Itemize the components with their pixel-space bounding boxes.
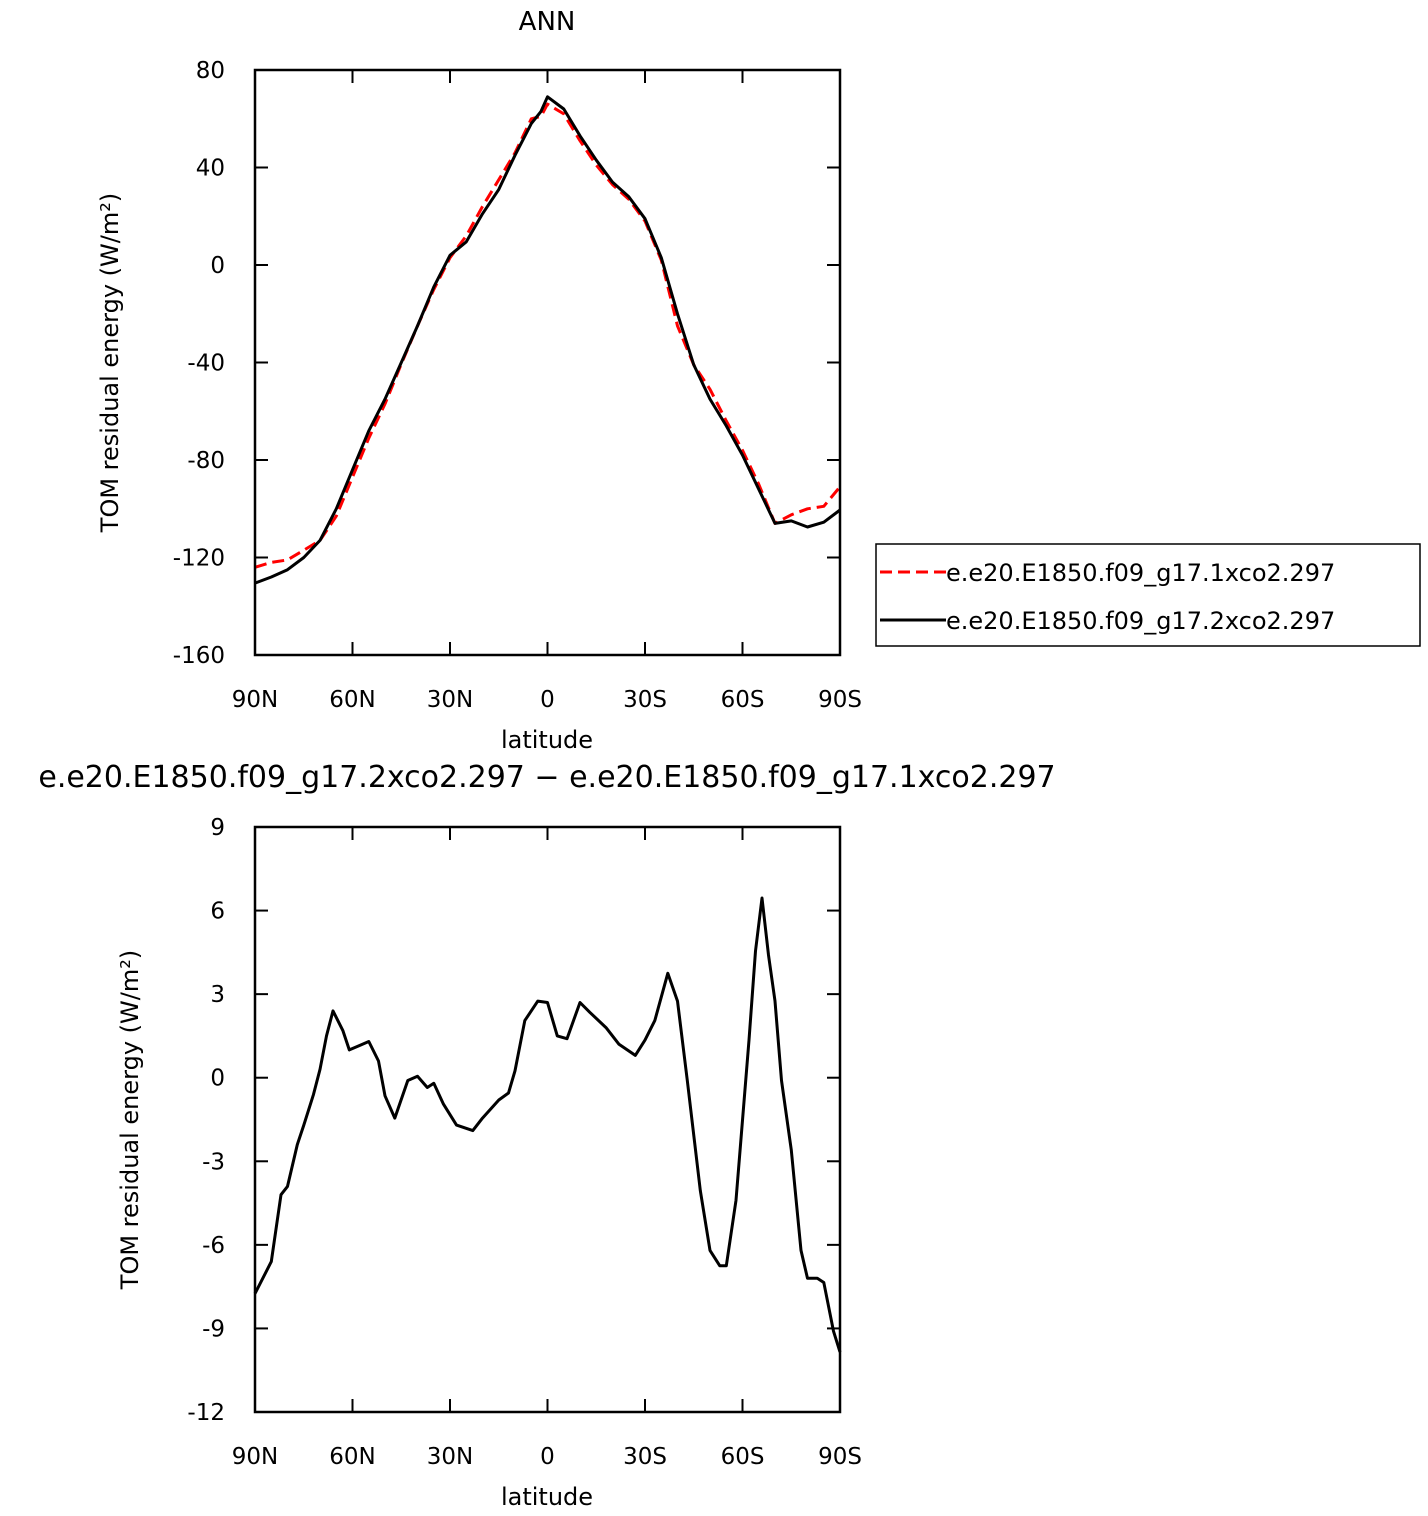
y-tick-label: 3	[210, 982, 225, 1008]
x-tick-label: 30S	[623, 687, 667, 713]
y-tick-label: 40	[196, 156, 225, 182]
y-axis-label: TOM residual energy (W/m²)	[96, 193, 124, 533]
x-tick-label: 30N	[427, 687, 473, 713]
plot-frame	[253, 825, 842, 1414]
data-line	[254, 95, 841, 585]
chart-title: ANN	[519, 7, 576, 37]
x-tick-label: 60N	[329, 687, 375, 713]
x-axis-label: latitude	[501, 726, 593, 754]
y-tick-label: -3	[202, 1149, 225, 1175]
legend-label: e.e20.E1850.f09_g17.1xco2.297	[946, 559, 1335, 587]
y-tick-label: 6	[210, 899, 225, 925]
y-tick-label: 80	[196, 58, 225, 84]
legend-label: e.e20.E1850.f09_g17.2xco2.297	[946, 607, 1335, 635]
x-tick-label: 90N	[232, 1444, 278, 1470]
plot-frame	[253, 68, 842, 657]
x-tick-label: 30N	[427, 1444, 473, 1470]
x-tick-label: 90N	[232, 687, 278, 713]
y-tick-label: 0	[210, 1066, 225, 1092]
y-tick-label: -120	[173, 546, 225, 572]
y-tick-label: -80	[187, 448, 225, 474]
chart-title: e.e20.E1850.f09_g17.2xco2.297 − e.e20.E1…	[38, 760, 1055, 795]
y-tick-label: -160	[173, 643, 225, 669]
x-tick-label: 60S	[721, 687, 765, 713]
y-tick-label: -6	[202, 1233, 225, 1259]
y-tick-label: -12	[187, 1400, 225, 1426]
x-tick-label: 60S	[721, 1444, 765, 1470]
y-tick-label: 0	[210, 253, 225, 279]
x-tick-label: 90S	[818, 687, 862, 713]
x-tick-label: 60N	[329, 1444, 375, 1470]
legend-box	[875, 543, 1421, 647]
data-line	[254, 102, 842, 569]
x-tick-label: 90S	[818, 1444, 862, 1470]
x-tick-label: 0	[540, 1444, 555, 1470]
y-tick-label: -40	[187, 351, 225, 377]
y-tick-label: -9	[202, 1316, 225, 1342]
x-tick-label: 30S	[623, 1444, 667, 1470]
data-line	[253, 896, 842, 1353]
y-axis-label: TOM residual energy (W/m²)	[116, 950, 144, 1290]
x-tick-label: 0	[540, 687, 555, 713]
x-axis-label: latitude	[501, 1483, 593, 1511]
y-tick-label: 9	[210, 815, 225, 841]
